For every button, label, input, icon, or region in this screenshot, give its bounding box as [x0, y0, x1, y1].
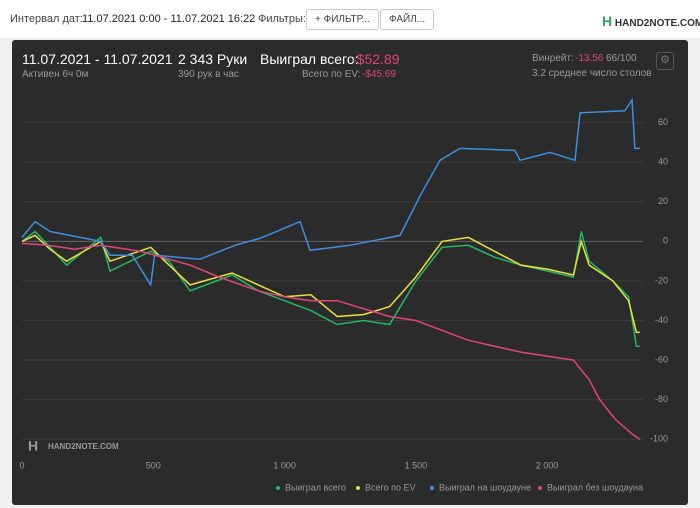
y-tick-label: 0: [663, 236, 668, 246]
legend-label: Выиграл на шоудауне: [439, 482, 531, 492]
x-tick-label: 500: [146, 460, 161, 470]
series-line: [21, 97, 640, 288]
dates: 11.07.2021 - 11.07.2021: [22, 51, 173, 67]
y-tick-label: -60: [655, 354, 668, 364]
y-tick-label: -80: [655, 394, 668, 404]
winrate-value: -13.56: [575, 53, 604, 64]
filters-label: Фильтры:: [258, 13, 306, 25]
active: Активен 6ч 0м: [22, 69, 89, 80]
ev-label: Всего по EV:: [302, 69, 361, 80]
y-tick-label: -40: [655, 315, 668, 325]
hands-per-hour: 390 рук в час: [178, 69, 239, 80]
y-tick-label: -100: [650, 434, 668, 444]
interval-value[interactable]: 11.07.2021 0:00 - 11.07.2021 16:22: [82, 13, 256, 25]
winrate-unit: 66/100: [606, 53, 637, 64]
winrate-label: Винрейт:: [532, 53, 574, 64]
legend-swatch: [276, 486, 280, 490]
x-tick-label: 0: [19, 460, 24, 470]
watermark: HAND2NOTE.COM: [48, 442, 119, 451]
filter-button[interactable]: + ФИЛЬТР...: [306, 9, 379, 30]
hands: 2 343 Руки: [178, 51, 248, 67]
series-line: [21, 230, 640, 347]
y-tick-label: 40: [658, 157, 668, 167]
legend-swatch: [538, 486, 542, 490]
won-label: Выиграл всего:: [260, 51, 359, 67]
y-tick-label: 20: [658, 196, 668, 206]
legend-label: Выиграл без шоудауна: [547, 482, 643, 492]
x-tick-label: 1 000: [273, 460, 296, 470]
interval-label: Интервал дат:: [10, 13, 83, 25]
x-tick-label: 1 500: [405, 460, 428, 470]
watermark-logo: H: [28, 438, 38, 454]
file-button[interactable]: ФАЙЛ...: [380, 9, 435, 30]
series-line: [21, 242, 641, 440]
settings-button[interactable]: ⚙: [656, 52, 674, 70]
logo-text: HAND2NOTE.COM: [614, 18, 700, 29]
tables: 3.2 среднее число столов: [532, 68, 652, 79]
series-line: [21, 234, 640, 334]
won-value: -$52.89: [352, 51, 400, 67]
chart: -100 -80 -60 -40 -20 0 20 40 60 0 500 1 000 1 500 2 0…: [19, 97, 668, 492]
y-tick-label: -20: [655, 275, 668, 285]
legend-swatch: [430, 486, 434, 490]
toolbar: Интервал дат: 11.07.2021 0:00 - 11.07.20…: [0, 0, 700, 38]
stats-panel: 11.07.2021 - 11.07.2021 Активен 6ч 0м 2 …: [12, 40, 688, 505]
y-tick-label: 60: [658, 117, 668, 127]
logo: H HAND2NOTE.COM: [602, 13, 700, 29]
legend-label: Всего по EV: [365, 482, 415, 492]
legend-label: Выиграл всего: [285, 482, 346, 492]
filter-button-text: ФИЛЬТР...: [323, 14, 370, 25]
ev-value: -$45.69: [362, 69, 396, 80]
legend-swatch: [356, 486, 360, 490]
x-tick-label: 2 000: [536, 460, 559, 470]
